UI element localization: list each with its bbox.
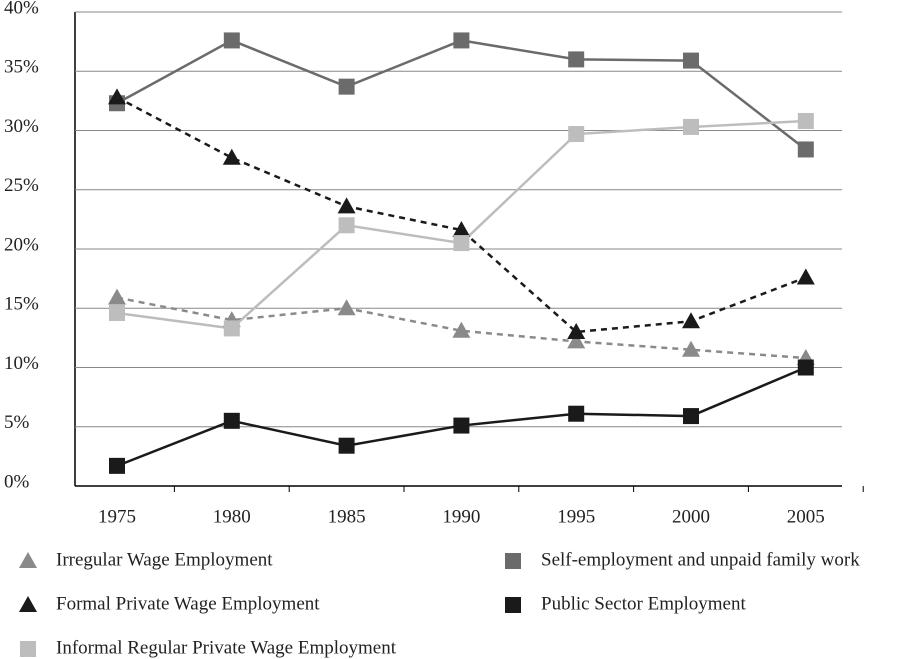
marker xyxy=(222,148,241,165)
series-line xyxy=(116,366,807,468)
y-tick-label: 40% xyxy=(4,0,39,18)
y-tick-label: 25% xyxy=(4,175,39,196)
marker xyxy=(109,457,125,474)
marker xyxy=(338,78,355,95)
y-tick-label: 0% xyxy=(4,471,30,492)
marker xyxy=(682,340,700,357)
legend-label: Public Sector Employment xyxy=(541,593,746,614)
x-tick-label: 2005 xyxy=(787,506,825,527)
marker xyxy=(797,141,814,158)
legend-marker xyxy=(19,596,37,612)
marker xyxy=(337,197,356,214)
marker xyxy=(797,113,814,130)
marker xyxy=(682,312,700,329)
legend-label: Self-employment and unpaid family work xyxy=(541,549,860,570)
marker xyxy=(223,320,240,337)
marker xyxy=(683,52,699,69)
marker xyxy=(568,51,585,68)
legend-label: Informal Regular Private Wage Employment xyxy=(56,637,397,658)
legend-label: Formal Private Wage Employment xyxy=(56,593,320,614)
marker xyxy=(337,299,356,316)
marker xyxy=(453,417,470,434)
x-tick-label: 2000 xyxy=(672,506,710,527)
marker xyxy=(338,217,355,234)
y-tick-label: 35% xyxy=(4,57,39,78)
marker xyxy=(567,332,586,349)
legend-marker xyxy=(20,641,36,657)
marker xyxy=(223,32,240,49)
marker xyxy=(683,408,699,425)
x-tick-label: 1980 xyxy=(213,506,251,527)
marker xyxy=(108,88,126,105)
y-tick-label: 20% xyxy=(4,234,39,255)
marker xyxy=(108,288,126,305)
legend-marker xyxy=(505,553,521,569)
legend-marker xyxy=(19,552,37,568)
x-tick-label: 1975 xyxy=(98,506,136,527)
series-line xyxy=(116,39,807,151)
x-tick-label: 1990 xyxy=(442,506,480,527)
marker xyxy=(683,118,699,135)
x-tick-label: 1985 xyxy=(328,506,366,527)
marker xyxy=(568,126,585,143)
marker xyxy=(453,235,470,252)
marker xyxy=(452,321,471,338)
marker xyxy=(796,268,815,285)
y-tick-label: 30% xyxy=(4,116,39,137)
marker xyxy=(338,437,355,454)
legend-label: Irregular Wage Employment xyxy=(56,549,273,570)
legend-marker xyxy=(505,597,521,613)
marker xyxy=(223,412,240,429)
y-tick-label: 10% xyxy=(4,353,39,374)
marker xyxy=(568,405,585,422)
y-tick-label: 15% xyxy=(4,294,39,315)
marker xyxy=(797,359,814,376)
marker xyxy=(453,32,470,49)
marker xyxy=(567,322,586,339)
marker xyxy=(109,304,125,321)
marker xyxy=(452,221,471,238)
series-line xyxy=(116,96,807,334)
x-tick-label: 1995 xyxy=(557,506,595,527)
y-tick-label: 5% xyxy=(4,412,30,433)
